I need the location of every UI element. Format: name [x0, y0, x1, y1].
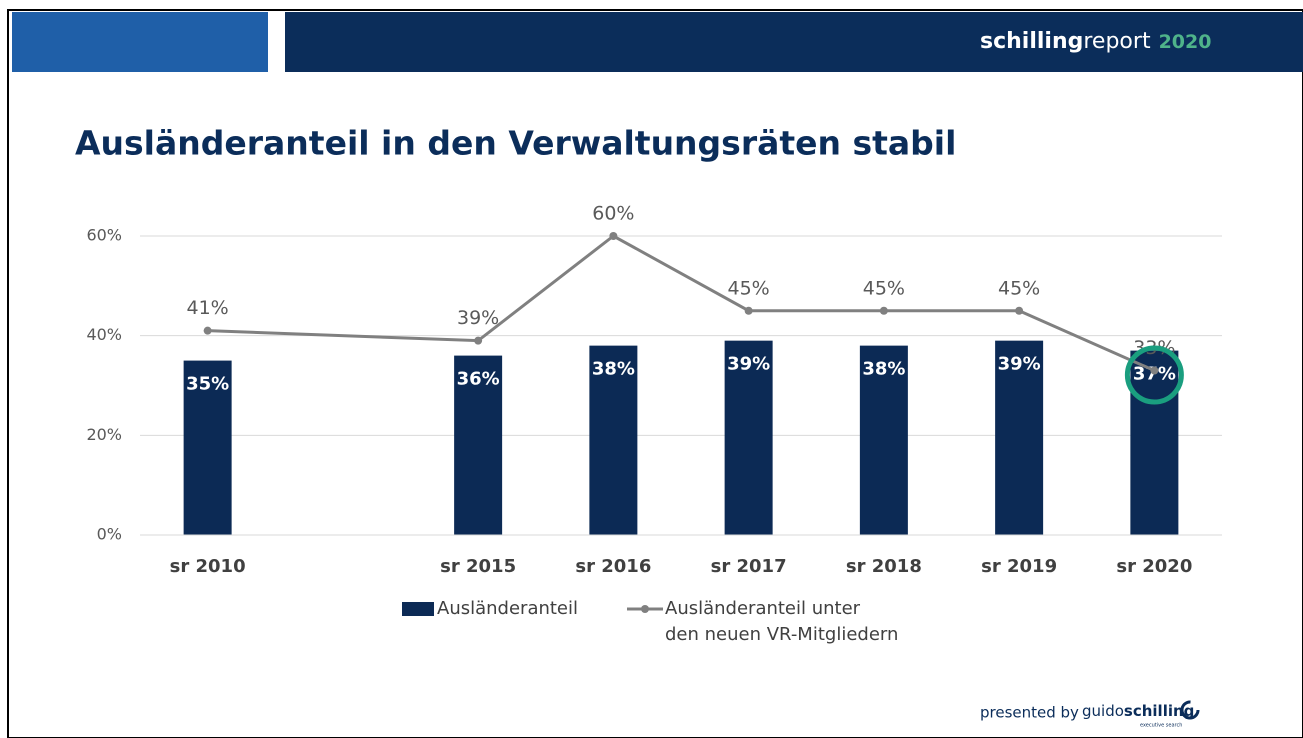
header-accent [12, 12, 268, 72]
header-brand: schillingreport 2020 [980, 29, 1211, 54]
bar [724, 340, 773, 535]
x-tick-label: sr 2010 [170, 556, 246, 577]
bar-value-label: 38% [862, 359, 905, 380]
x-tick-label: sr 2016 [575, 556, 651, 577]
line-point [203, 326, 212, 335]
y-tick-label: 0% [97, 525, 122, 544]
line-point [744, 306, 753, 315]
bar [1130, 350, 1179, 535]
legend-swatch-dot [641, 605, 649, 613]
bar [995, 340, 1044, 535]
line-value-label: 39% [457, 307, 499, 329]
line-value-label: 60% [592, 203, 634, 225]
bar-value-label: 39% [998, 354, 1041, 375]
footer-logo-sub: executive search [1140, 723, 1182, 729]
line-point [879, 306, 888, 315]
x-tick-label: sr 2017 [711, 556, 787, 577]
highlight-circle [1124, 345, 1184, 405]
bar-value-label: 35% [186, 374, 229, 395]
footer-presented: presented by [980, 704, 1079, 722]
chart-title: Ausländeranteil in den Verwaltungsräten … [75, 124, 956, 163]
y-tick-label: 40% [86, 325, 122, 344]
line-value-label: 45% [728, 277, 770, 299]
x-tick-label: sr 2019 [981, 556, 1057, 577]
line-value-label: 45% [998, 277, 1040, 299]
slide-border [7, 9, 1303, 738]
bar [183, 360, 232, 535]
line-value-label: 41% [187, 297, 229, 319]
bar-value-label: 39% [727, 354, 770, 375]
legend-label: Ausländeranteil unter den neuen VR-Mitgl… [665, 598, 899, 645]
x-tick-label: sr 2018 [846, 556, 922, 577]
footer-logo: guidoschilling [1082, 702, 1194, 720]
x-tick-label: sr 2015 [440, 556, 516, 577]
bar [859, 345, 908, 535]
line-point [1150, 366, 1159, 375]
line-value-label: 45% [863, 277, 905, 299]
line-point [474, 336, 483, 345]
y-tick-label: 20% [86, 425, 122, 444]
x-tick-label: sr 2020 [1116, 556, 1192, 577]
header-band [285, 12, 1303, 72]
legend-swatch [402, 602, 434, 616]
footer-logo-icon [1180, 700, 1200, 720]
bar [454, 355, 503, 535]
line-point [1015, 306, 1024, 315]
bar-value-label: 36% [457, 369, 500, 390]
y-tick-label: 60% [86, 226, 122, 245]
bar [589, 345, 638, 535]
line-point [609, 232, 618, 240]
bar-value-label: 38% [592, 359, 635, 380]
legend-label: Ausländeranteil [437, 598, 579, 619]
